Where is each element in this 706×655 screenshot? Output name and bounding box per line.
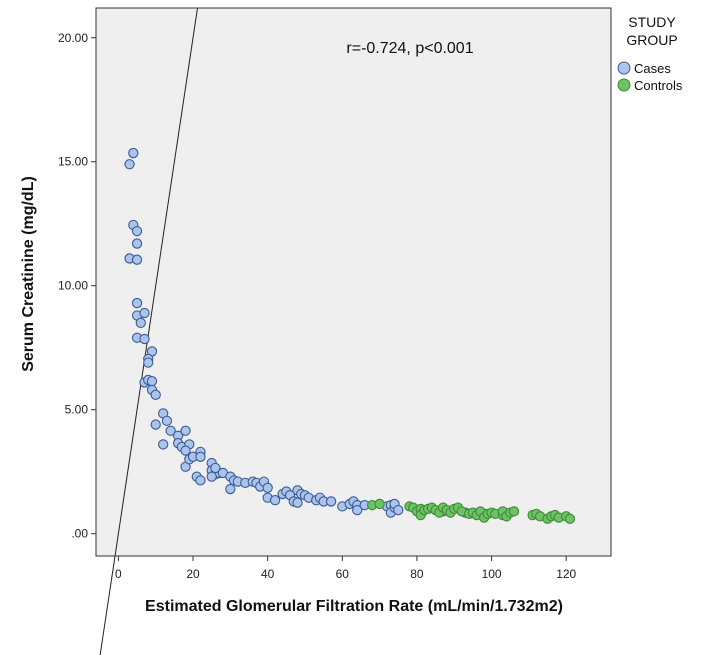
data-point-cases bbox=[128, 147, 139, 159]
y-tick-label: 20.00 bbox=[58, 31, 88, 45]
data-point-cases bbox=[150, 389, 161, 400]
data-point-cases bbox=[131, 254, 143, 265]
y-tick-label: 5.00 bbox=[65, 403, 89, 417]
legend-title-line-1: STUDY bbox=[628, 14, 676, 30]
data-point-cases bbox=[131, 297, 143, 309]
data-point-cases bbox=[210, 462, 221, 474]
x-axis: 0 20 40 60 80 100 120 bbox=[115, 556, 577, 581]
legend: STUDY GROUP Cases Controls bbox=[617, 14, 683, 93]
data-point-cases bbox=[195, 475, 206, 486]
data-point-cases bbox=[393, 504, 404, 516]
data-point-cases bbox=[180, 445, 191, 456]
data-point-cases bbox=[131, 226, 143, 237]
data-point-cases bbox=[135, 317, 146, 329]
y-tick-label: .00 bbox=[71, 527, 88, 541]
data-point-controls bbox=[508, 506, 520, 517]
y-tick-label: 10.00 bbox=[58, 279, 88, 293]
x-tick-label: 60 bbox=[336, 567, 350, 581]
x-tick-label: 0 bbox=[115, 567, 122, 581]
y-tick-label: 15.00 bbox=[58, 155, 88, 169]
data-point-cases bbox=[124, 159, 135, 170]
data-point-cases bbox=[325, 496, 337, 507]
data-point-cases bbox=[139, 307, 150, 319]
data-point-cases bbox=[195, 451, 206, 462]
legend-label-controls: Controls bbox=[634, 78, 683, 93]
reference-line-group bbox=[99, 7, 199, 655]
data-point-cases bbox=[165, 425, 176, 436]
data-point-cases bbox=[262, 482, 273, 493]
x-tick-label: 40 bbox=[261, 567, 275, 581]
legend-label-cases: Cases bbox=[634, 61, 671, 76]
plot-frame bbox=[95, 7, 612, 557]
legend-marker-cases bbox=[617, 61, 631, 75]
data-point-cases bbox=[146, 376, 158, 387]
legend-marker-controls bbox=[617, 78, 631, 92]
x-tick-label: 120 bbox=[556, 567, 576, 581]
data-point-cases bbox=[180, 425, 191, 436]
data-point-cases bbox=[269, 495, 281, 506]
plot-area bbox=[96, 8, 611, 556]
data-points bbox=[124, 147, 576, 524]
identity-reference-line bbox=[99, 7, 199, 655]
data-point-cases bbox=[161, 415, 173, 427]
y-axis-title: Serum Creatinine (mg/dL) bbox=[20, 176, 37, 372]
data-point-cases bbox=[206, 471, 217, 482]
data-point-cases bbox=[292, 497, 303, 508]
data-point-cases bbox=[352, 504, 363, 516]
x-tick-label: 20 bbox=[186, 567, 200, 581]
legend-title-line-2: GROUP bbox=[626, 32, 677, 48]
data-point-controls bbox=[374, 498, 385, 510]
data-point-cases bbox=[225, 483, 236, 495]
data-point-cases bbox=[131, 238, 143, 249]
data-point-controls bbox=[564, 513, 576, 524]
data-point-cases bbox=[139, 333, 150, 345]
data-point-cases bbox=[150, 419, 161, 430]
data-point-cases bbox=[143, 357, 154, 368]
x-tick-label: 80 bbox=[410, 567, 424, 581]
y-axis: .00 5.00 10.00 15.00 20.00 bbox=[58, 31, 96, 541]
correlation-annotation: r=-0.724, p<0.001 bbox=[346, 40, 473, 57]
x-tick-label: 100 bbox=[482, 567, 502, 581]
x-axis-title: Estimated Glomerular Filtration Rate (mL… bbox=[145, 598, 563, 615]
data-point-cases bbox=[158, 439, 169, 450]
